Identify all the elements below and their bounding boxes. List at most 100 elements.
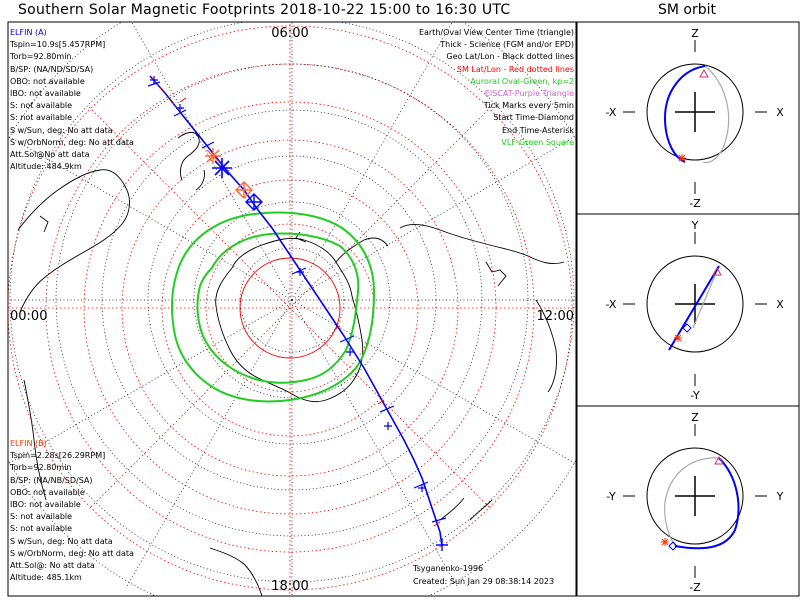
red-tick <box>433 521 441 527</box>
orbit-front <box>663 65 706 163</box>
elfin-a-name: ELFIN (A) <box>10 28 47 37</box>
tick-mark <box>201 141 215 149</box>
tick-mark <box>431 517 447 523</box>
plot-title: Southern Solar Magnetic Footprints 2018-… <box>18 2 511 18</box>
asterisk-icon <box>212 158 232 178</box>
auroral-oval-poleward <box>196 232 360 384</box>
geo-lat-circle <box>9 22 575 583</box>
auroral-oval <box>171 211 376 403</box>
legend-item: Auroral Oval-Green, kp=2 <box>470 76 574 86</box>
mlt-label-bottom: 18:00 <box>271 579 308 594</box>
elfin-a-sun: S w/Sun, deg: No att data <box>10 125 113 135</box>
elfin-a-attsol: Att.Sol@No att data <box>10 149 90 159</box>
geo-lon-line <box>126 299 293 587</box>
asterisk-icon <box>661 538 669 546</box>
map-legend: Earth/Oval View Center Time (triangle) T… <box>419 27 574 149</box>
elfin-b-spin: Tspin=2.28s[26.29RPM] <box>10 451 106 461</box>
plus-mark <box>346 348 354 356</box>
geo-lat-circle <box>239 247 345 353</box>
elfin-a-s1: S: not available <box>10 101 73 111</box>
legend-item: End Time-Asterisk <box>501 125 574 135</box>
elfin-a-bsp: B/SP: (NA/ND/SD/SA) <box>10 64 94 74</box>
mlt-label-left: 00:00 <box>10 309 47 324</box>
elfin-a-info: ELFIN (A) Tspin=10.9s[5.457RPM] Torb=92.… <box>10 27 134 173</box>
plus-mark <box>296 268 304 276</box>
panel-bottom-label: -Z <box>689 197 701 210</box>
triangle-icon <box>714 455 724 465</box>
trace-plus-marks <box>150 76 426 492</box>
earth-circle <box>646 63 744 161</box>
end-asterisk-b <box>205 148 221 164</box>
panel-left-label: -X <box>606 298 617 311</box>
mlt-label-top: 06:00 <box>271 26 308 41</box>
auroral-oval-equatorward <box>171 211 376 403</box>
diamond-icon <box>682 323 692 333</box>
elfin-a-footprint-trace <box>149 75 443 547</box>
tick-mark <box>339 335 355 343</box>
elfin-b-info: ELFIN (B) Tspin=2.28s[26.29RPM] Torb=92.… <box>10 438 134 584</box>
elfin-a-torb: Torb=92.80min <box>10 52 72 62</box>
sm-orbit-panel-xy: Y -Y -X X <box>606 219 785 402</box>
earth-circle <box>646 255 744 353</box>
legend-item: SM Lat/Lon - Red dotted lines <box>456 64 574 74</box>
geo-grid <box>8 22 576 596</box>
panel-right-label: X <box>776 106 784 119</box>
earth-circle <box>646 447 744 545</box>
orbit-back <box>664 457 720 547</box>
panel-right-label: X <box>776 298 784 311</box>
sm-lat-circle <box>121 139 459 477</box>
orbit-front <box>674 457 740 550</box>
triangle-icon <box>712 266 722 276</box>
west-coast <box>23 379 47 501</box>
orbit-front <box>668 265 720 351</box>
orbit-back <box>692 265 720 329</box>
elfin-b-ibo: IBO: not available <box>10 499 81 509</box>
new-zealand-coast <box>177 131 205 191</box>
elfin-b-sun: S w/Sun, deg: No att data <box>10 536 113 546</box>
geo-lon-line <box>131 22 293 301</box>
tick-mark <box>413 481 429 489</box>
geo-lon-line <box>291 22 453 301</box>
legend-item: Thick - Science (FGM and/or EPD) <box>440 40 574 50</box>
field-model-label: Tsyganenko-1996 <box>413 564 484 573</box>
panel-bottom-label: -Z <box>689 581 701 594</box>
plus-mark <box>418 484 426 492</box>
elfin-b-orbnorm: S w/OrbNorm, deg: No att data <box>10 548 134 558</box>
red-tick <box>179 97 187 103</box>
plus-mark <box>150 76 158 84</box>
orbit-frame <box>576 21 800 597</box>
plus-mark <box>436 539 448 551</box>
elfin-b-altitude: Altitude: 485.1km <box>10 573 82 583</box>
legend-item: EISCAT-Purple Triangle <box>484 88 574 98</box>
legend-item: Earth/Oval View Center Time (triangle) <box>418 28 574 37</box>
tick-mark <box>173 109 187 117</box>
end-asterisk-a <box>212 158 232 178</box>
panel-top-label: Z <box>691 27 699 40</box>
panel-top-label: Y <box>691 219 699 232</box>
legend-item: Tick Marks every 5min <box>483 101 574 111</box>
geo-lon-line <box>291 135 576 301</box>
asterisk-icon <box>678 154 686 162</box>
mlt-label-right: 12:00 <box>537 309 574 324</box>
elfin-a-orbnorm: S w/OrbNorm, deg: No att data <box>10 137 134 147</box>
asterisk-icon <box>205 148 221 164</box>
plus-mark <box>176 104 184 112</box>
elfin-a-altitude: Altitude: 484.9km <box>10 162 82 172</box>
panel-top-label: Z <box>691 411 699 424</box>
geo-lon-line <box>8 299 293 465</box>
sm-orbit-panel-xz: Z -Z -X X <box>606 27 785 210</box>
red-tick <box>333 325 341 331</box>
sm-orbit-panel-yz: Z -Z -Y Y <box>606 411 783 594</box>
orbit-back <box>702 65 730 164</box>
legend-item: Geo Lat/Lon - Black dotted lines <box>446 52 574 62</box>
panel-left-label: -X <box>606 106 617 119</box>
elfin-a-ibo: IBO: not available <box>10 88 81 98</box>
geo-lat-circle <box>55 63 529 537</box>
legend-item: VLF-Green Square <box>501 137 574 147</box>
elfin-b-torb: Torb=92.80min <box>10 463 72 473</box>
australia-coast <box>17 169 130 313</box>
elfin-b-name: ELFIN (B) <box>10 439 47 448</box>
trace-tick-marks <box>147 81 447 523</box>
panel-bottom-label: -Y <box>690 389 700 402</box>
